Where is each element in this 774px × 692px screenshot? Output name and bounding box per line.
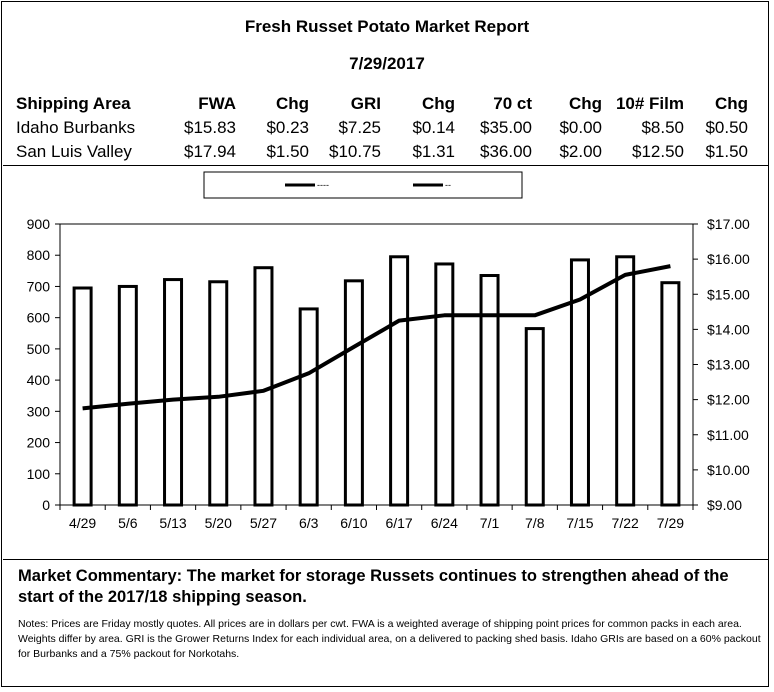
report-date: 7/29/2017 [349, 54, 425, 73]
bar [117, 284, 138, 507]
row-gri-chg: $0.14 [412, 118, 455, 137]
row-area-name: Idaho Burbanks [16, 118, 136, 137]
right-axis-tick-label: $11.00 [707, 427, 749, 443]
header-gri: GRI [350, 94, 381, 113]
header-film-chg: Chg [714, 94, 748, 113]
bar [524, 327, 545, 507]
report-notes: Notes: Prices are Friday mostly quotes. … [18, 618, 761, 660]
x-axis-tick-label: 7/29 [657, 515, 684, 531]
price-table: Shipping Area FWA Chg GRI Chg 70 ct Chg … [16, 92, 748, 164]
combo-chart: ---- -- 0100200300400500600700800900$9.00… [27, 171, 750, 531]
x-axis-tick-label: 6/24 [431, 515, 458, 531]
row-gri: $7.25 [338, 118, 381, 137]
series-line [82, 264, 671, 411]
market-commentary: Market Commentary: The market for storag… [18, 567, 729, 606]
row-film-chg: $1.50 [705, 142, 748, 161]
chart-axes: 0 100 200 300 400 500 600 700 800 900 $9.00 $10.00 $… [27, 216, 750, 531]
row-gri-chg: $1.31 [412, 142, 455, 161]
row-film-chg: $0.50 [705, 118, 748, 137]
x-axis-tick-label: 5/20 [205, 515, 232, 531]
x-axis-tick-label: 7/8 [525, 515, 545, 531]
x-axis-tick-label: 5/6 [118, 515, 138, 531]
legend-label: ---- [317, 180, 329, 190]
chart-area: ---- -- 0 100 200 300 400 500 600 700 800 900 $9.00… [3, 165, 768, 560]
right-axis-tick-label: $17.00 [707, 216, 750, 232]
x-axis-tick-label: 6/17 [385, 515, 412, 531]
x-axis-tick-label: 7/22 [612, 515, 639, 531]
x-axis-tick-label: 6/10 [340, 515, 367, 531]
bar [163, 278, 184, 507]
chart-legend: ---- -- [203, 171, 523, 199]
bar-series [72, 255, 681, 507]
price-table-header-row: Shipping Area FWA Chg GRI Chg 70 ct Chg … [16, 92, 748, 116]
left-axis-tick-label: 100 [27, 466, 51, 482]
row-70ct: $35.00 [480, 118, 532, 137]
bar [208, 280, 229, 507]
right-axis-tick-label: $16.00 [707, 251, 750, 267]
row-film: $8.50 [641, 118, 684, 137]
legend-box [203, 171, 523, 199]
bar [434, 262, 455, 507]
x-axis-tick-label: 5/27 [250, 515, 277, 531]
right-axis-tick-label: $12.00 [707, 392, 750, 408]
row-gri: $10.75 [329, 142, 381, 161]
right-axis-tick-label: $14.00 [707, 321, 750, 337]
x-axis-tick-label: 4/29 [69, 515, 96, 531]
legend-label: -- [445, 180, 451, 190]
header-fwa: FWA [198, 94, 236, 113]
left-axis-tick-label: 900 [27, 216, 51, 232]
header-10lb-film: 10# Film [615, 94, 684, 113]
right-axis-tick-label: $9.00 [707, 497, 742, 513]
x-axis-tick-label: 7/1 [480, 515, 500, 531]
bar [253, 266, 274, 507]
header-70ct: 70 ct [493, 94, 532, 113]
row-film: $12.50 [632, 142, 684, 161]
row-fwa-chg: $0.23 [266, 118, 309, 137]
bar [389, 255, 410, 507]
table-row: Idaho Burbanks $15.83 $0.23 $7.25 $0.14 … [16, 116, 748, 140]
x-axis-tick-label: 5/13 [159, 515, 186, 531]
x-axis-tick-label: 7/15 [566, 515, 593, 531]
row-70ct: $36.00 [480, 142, 532, 161]
report-title: Fresh Russet Potato Market Report [244, 17, 530, 36]
x-axis-tick-label: 6/3 [299, 515, 319, 531]
row-70ct-chg: $2.00 [559, 142, 602, 161]
left-axis-tick-label: 200 [27, 435, 51, 451]
row-70ct-chg: $0.00 [559, 118, 602, 137]
bar [72, 286, 93, 507]
bar [615, 255, 636, 507]
left-axis-tick-label: 800 [27, 247, 51, 263]
left-axis-tick-label: 700 [27, 278, 51, 294]
header-shipping-area: Shipping Area [16, 94, 131, 113]
left-axis-tick-label: 300 [27, 403, 51, 419]
header-gri-chg: Chg [421, 94, 455, 113]
left-axis-tick-label: 600 [27, 310, 51, 326]
left-axis-tick-label: 500 [27, 341, 51, 357]
left-axis-tick-label: 0 [42, 497, 50, 513]
plot-frame [59, 223, 694, 506]
row-fwa-chg: $1.50 [266, 142, 309, 161]
row-fwa: $17.94 [184, 142, 236, 161]
line-series [82, 264, 671, 411]
left-axis-tick-label: 400 [27, 372, 51, 388]
bar [660, 281, 681, 507]
right-axis-tick-label: $13.00 [707, 357, 750, 373]
right-axis-tick-label: $10.00 [707, 462, 750, 478]
bar [298, 307, 319, 507]
header-70ct-chg: Chg [568, 94, 602, 113]
bar [343, 279, 364, 507]
row-area-name: San Luis Valley [16, 142, 132, 161]
bar [569, 258, 590, 507]
row-fwa: $15.83 [184, 118, 236, 137]
bar [479, 274, 500, 507]
right-axis-tick-label: $15.00 [707, 286, 750, 302]
header-fwa-chg: Chg [275, 94, 309, 113]
table-row: San Luis Valley $17.94 $1.50 $10.75 $1.3… [16, 140, 748, 164]
